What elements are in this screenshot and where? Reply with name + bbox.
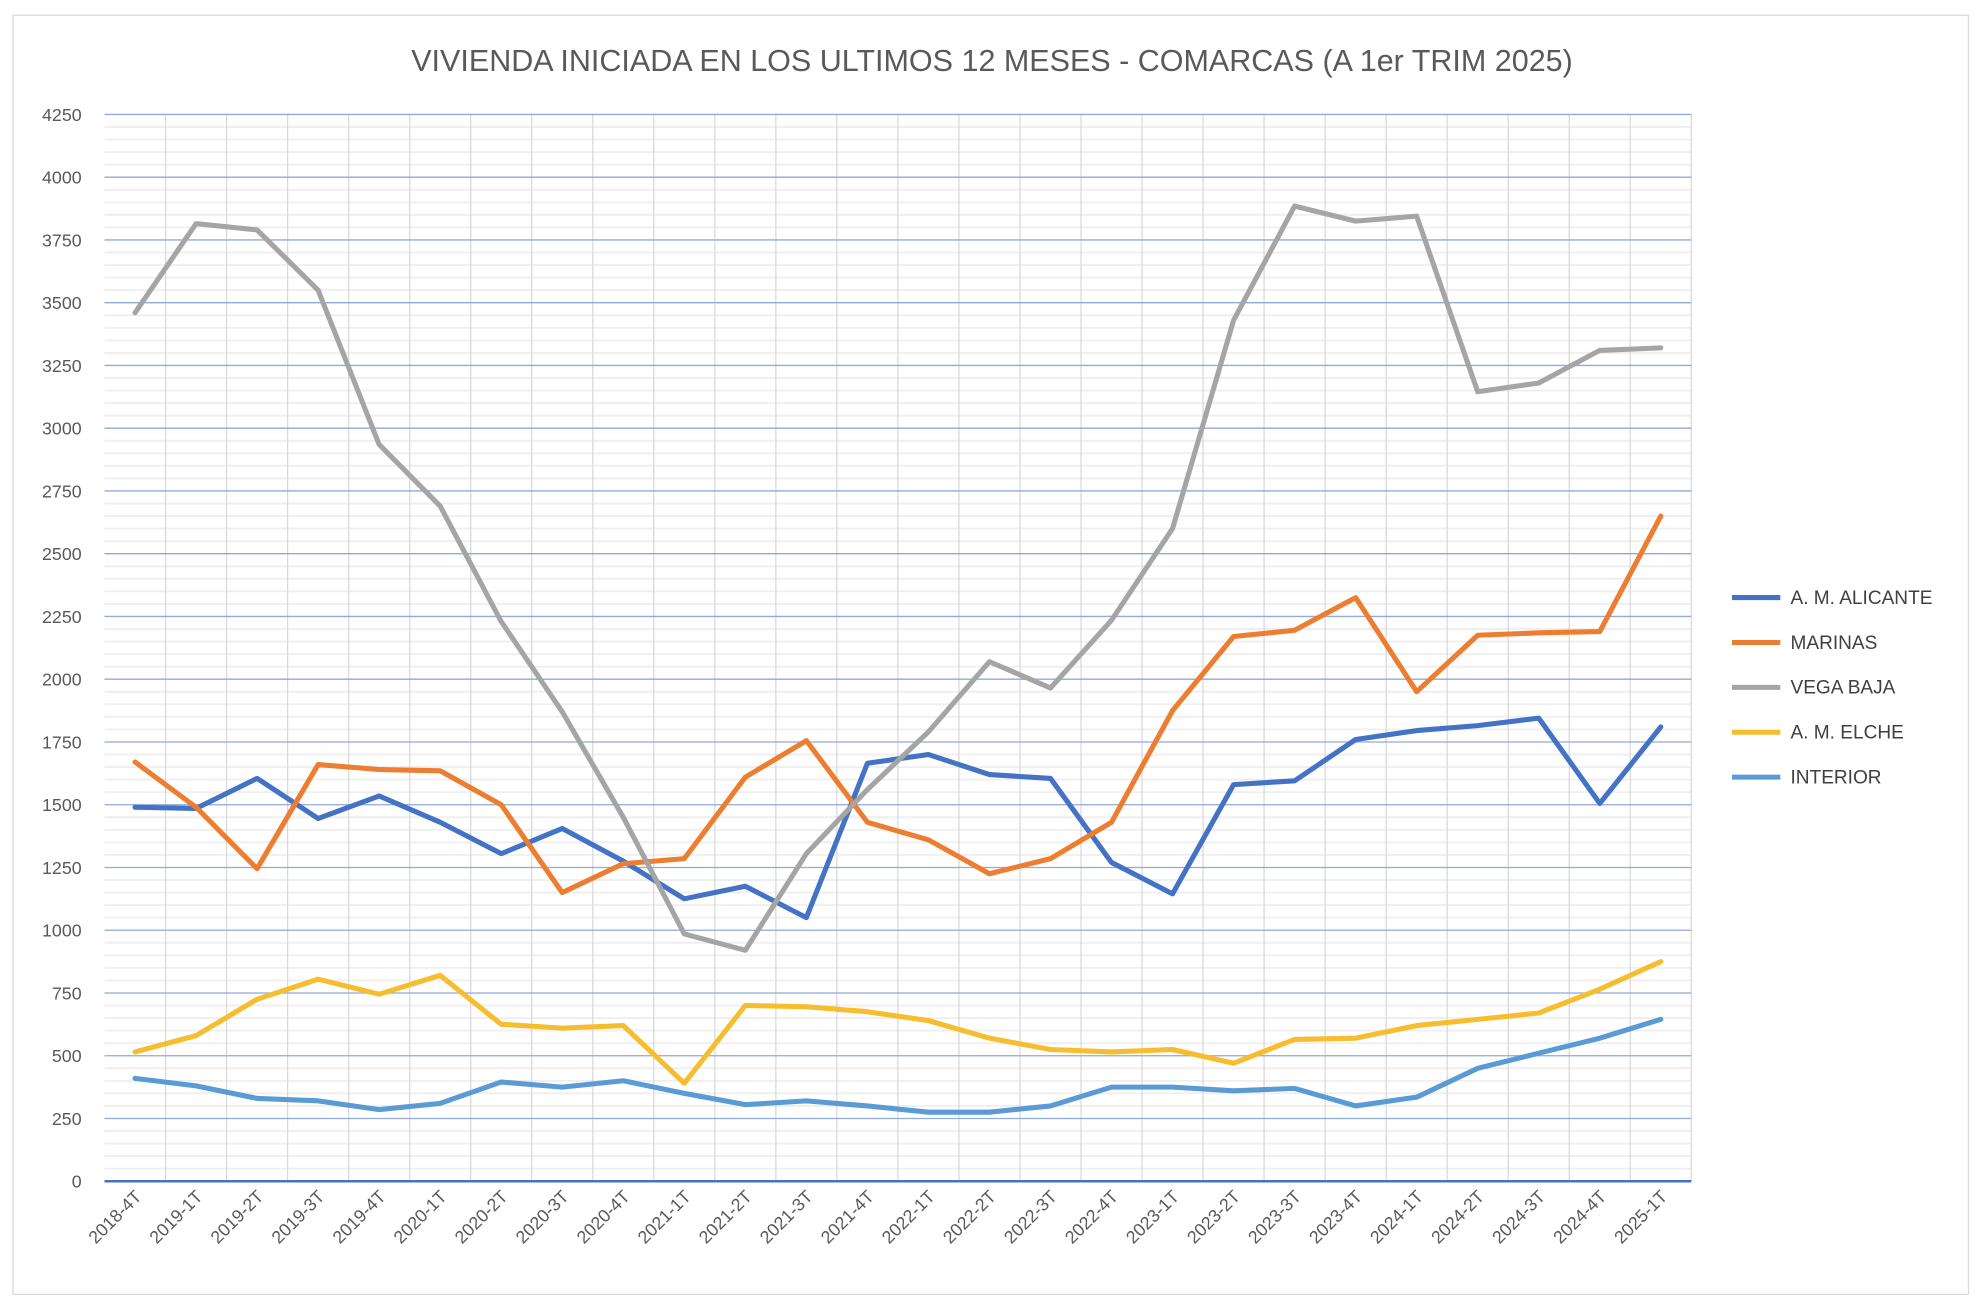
y-tick-label: 0 — [72, 1172, 82, 1192]
legend-label: MARINAS — [1790, 633, 1877, 654]
y-tick-label: 2000 — [42, 670, 82, 690]
y-tick-label: 3000 — [42, 419, 82, 439]
series-lines — [132, 203, 1664, 1115]
y-axis: 0 250 500 750 1000 1250 1500 1750 2000 2250 2500 27… — [42, 105, 82, 1192]
y-tick-label: 2250 — [42, 607, 82, 627]
y-tick-label: 3750 — [42, 230, 82, 250]
y-tick-label: 3500 — [42, 293, 82, 313]
y-tick-label: 4250 — [42, 105, 82, 125]
legend-label: A. M. ELCHE — [1790, 723, 1903, 744]
series-line-a-m-elche — [132, 959, 1664, 1086]
y-tick-label: 1250 — [42, 858, 82, 878]
series-line-marinas — [132, 513, 1664, 896]
series-line-interior — [132, 1016, 1664, 1115]
y-tick-label: 750 — [52, 983, 82, 1003]
y-tick-label: 3250 — [42, 356, 82, 376]
y-tick-label: 4000 — [42, 168, 82, 188]
legend-label: A. M. ALICANTE — [1790, 588, 1932, 609]
gridlines — [104, 113, 1692, 1183]
y-tick-label: 2500 — [42, 544, 82, 564]
y-tick-label: 1750 — [42, 732, 82, 752]
y-tick-label: 250 — [52, 1109, 82, 1129]
legend-label: INTERIOR — [1790, 767, 1881, 788]
y-tick-label: 500 — [52, 1046, 82, 1066]
chart-title: VIVIENDA INICIADA EN LOS ULTIMOS 12 MESE… — [411, 44, 1573, 78]
series-line-vega-baja — [132, 203, 1664, 953]
legend: A. M. ALICANTE MARINAS VEGA BAJA A. M. ELCH… — [1732, 588, 1932, 788]
y-tick-label: 2750 — [42, 481, 82, 501]
y-tick-label: 1000 — [42, 921, 82, 941]
y-tick-label: 1500 — [42, 795, 82, 815]
legend-label: VEGA BAJA — [1790, 678, 1895, 699]
